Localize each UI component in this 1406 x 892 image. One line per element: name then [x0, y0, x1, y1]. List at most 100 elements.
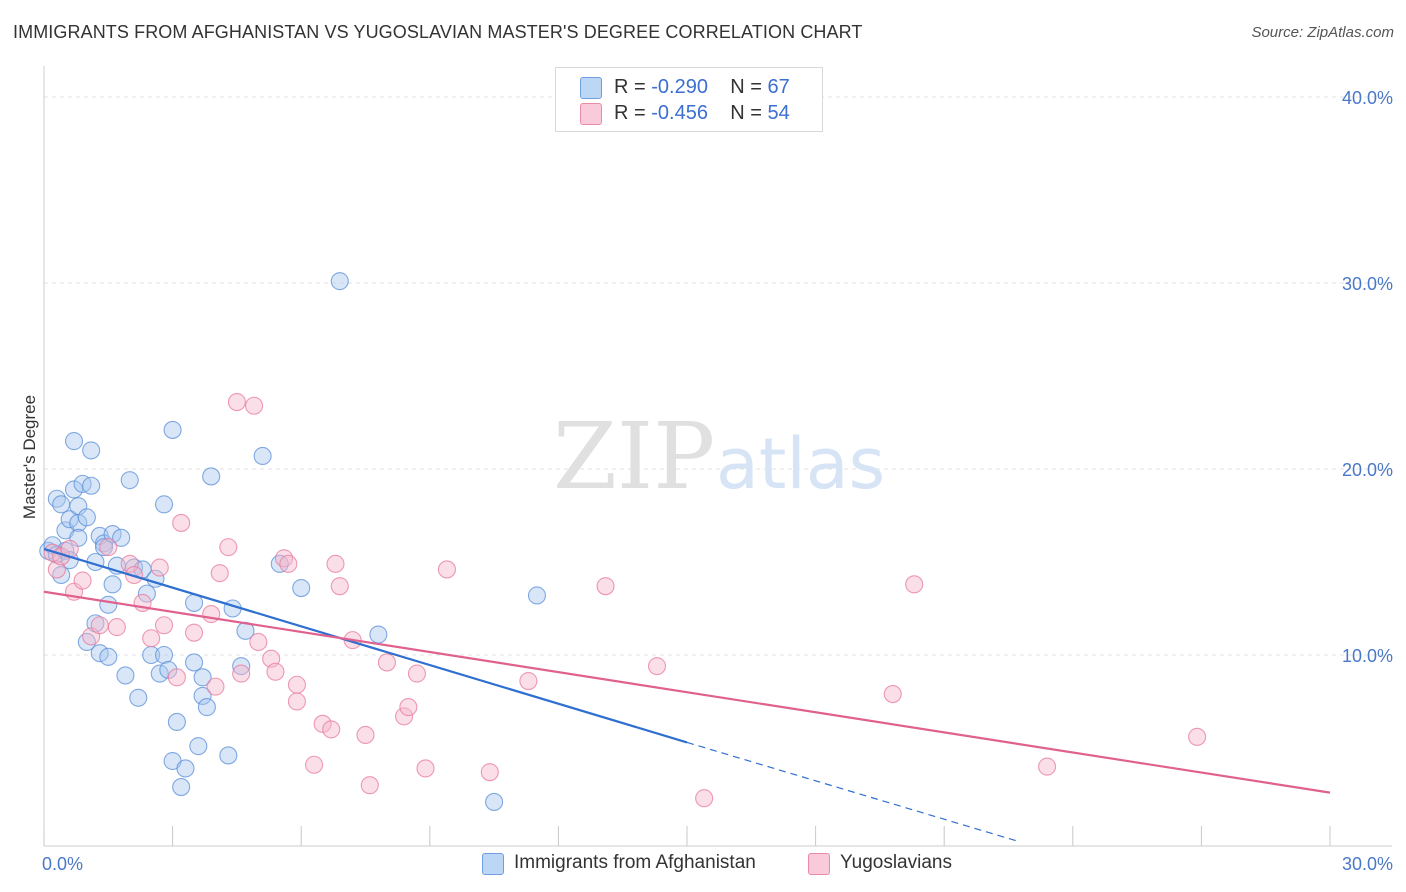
data-point — [116, 666, 135, 685]
data-point — [90, 644, 109, 663]
data-point — [326, 554, 345, 573]
data-point — [480, 763, 499, 782]
data-point — [112, 528, 131, 547]
data-point — [154, 645, 174, 665]
data-point — [154, 616, 174, 635]
data-point — [519, 671, 538, 691]
correlation-legend: R = -0.290 N = 67 R = -0.456 N = 54 — [555, 67, 823, 132]
data-point — [64, 432, 84, 451]
data-point — [184, 653, 204, 672]
data-point — [377, 653, 396, 672]
data-point — [142, 629, 161, 648]
bottom-legend-swatch-afghanistan — [482, 853, 504, 875]
data-point — [647, 657, 667, 676]
data-point — [1188, 727, 1207, 746]
legend-r-label: R = — [614, 76, 652, 98]
data-point — [287, 692, 306, 711]
legend-n-label: N = — [730, 102, 768, 124]
y-tick-label: 20.0% — [1342, 460, 1393, 480]
data-point — [232, 657, 251, 676]
series-afghanistan — [39, 272, 547, 811]
data-point — [77, 508, 96, 527]
data-point — [99, 538, 118, 557]
chart-title: IMMIGRANTS FROM AFGHANISTAN VS YUGOSLAVI… — [13, 22, 863, 42]
bottom-legend-label-afghanistan: Immigrants from Afghanistan — [514, 852, 756, 873]
data-point — [395, 707, 414, 726]
data-point — [244, 396, 264, 415]
data-point — [485, 792, 504, 811]
data-point — [253, 446, 272, 466]
data-point — [219, 746, 238, 765]
data-points — [39, 272, 1207, 811]
y-tick-label: 10.0% — [1342, 646, 1393, 666]
data-point — [73, 571, 92, 590]
data-point — [99, 647, 118, 666]
data-point — [202, 605, 221, 624]
data-point — [313, 714, 332, 733]
data-point — [360, 776, 379, 795]
watermark-zip: ZIP — [553, 403, 715, 510]
data-point — [137, 584, 156, 603]
data-point — [107, 618, 126, 637]
legend-r-value: -0.290 — [651, 76, 708, 98]
trend-line-yugoslavians — [43, 590, 1331, 794]
data-point — [527, 586, 547, 605]
trend-lines — [43, 547, 1331, 842]
data-point — [883, 685, 902, 704]
data-point — [150, 664, 169, 683]
data-point — [90, 616, 109, 635]
data-point — [305, 755, 324, 774]
data-point — [330, 577, 349, 596]
data-point — [189, 737, 208, 756]
data-point — [596, 577, 615, 596]
data-point — [193, 668, 212, 687]
legend-r-label: R = — [614, 102, 652, 124]
data-point — [695, 789, 714, 808]
trend-line-extension-afghanistan — [686, 741, 1018, 842]
data-point — [437, 560, 456, 579]
data-point — [167, 712, 186, 732]
data-point — [193, 686, 212, 705]
data-point — [292, 578, 311, 598]
data-point — [249, 632, 268, 652]
data-point — [1038, 757, 1057, 776]
data-point — [163, 420, 182, 439]
bottom-legend-label-yugoslavians: Yugoslavians — [840, 852, 952, 873]
watermark-atlas: atlas — [716, 423, 885, 505]
data-point — [210, 564, 229, 583]
data-point — [99, 595, 118, 614]
source-label: Source: ZipAtlas.com — [1251, 24, 1394, 41]
data-point — [82, 476, 101, 495]
x-tick-label: 0.0% — [42, 854, 83, 874]
data-point — [369, 625, 388, 644]
series-yugoslavians — [43, 392, 1207, 808]
data-point — [407, 664, 426, 683]
data-point — [219, 538, 238, 557]
data-point — [129, 688, 148, 707]
legend-n-label: N = — [730, 76, 768, 98]
data-point — [227, 392, 246, 412]
gridlines — [44, 96, 1392, 656]
data-point — [103, 575, 122, 594]
data-point — [120, 554, 139, 573]
legend-swatch-afghanistan — [580, 77, 602, 99]
axes — [43, 66, 1392, 847]
data-point — [416, 759, 435, 778]
data-point — [905, 575, 924, 594]
data-point — [120, 471, 139, 490]
y-tick-label: 30.0% — [1342, 274, 1393, 294]
data-point — [167, 668, 186, 687]
data-point — [172, 513, 191, 532]
legend-r-value: -0.456 — [651, 102, 708, 124]
data-point — [399, 698, 418, 717]
data-point — [94, 538, 114, 557]
y-axis-label: Master's Degree — [20, 395, 39, 519]
data-point — [154, 495, 174, 514]
data-point — [197, 698, 216, 717]
data-point — [287, 675, 306, 694]
legend-n-value: 54 — [767, 102, 790, 124]
y-tick-label: 40.0% — [1342, 88, 1393, 108]
data-point — [150, 558, 169, 577]
tick-labels: 10.0% 20.0% 30.0% 40.0% 0.0% 30.0% — [42, 88, 1393, 874]
